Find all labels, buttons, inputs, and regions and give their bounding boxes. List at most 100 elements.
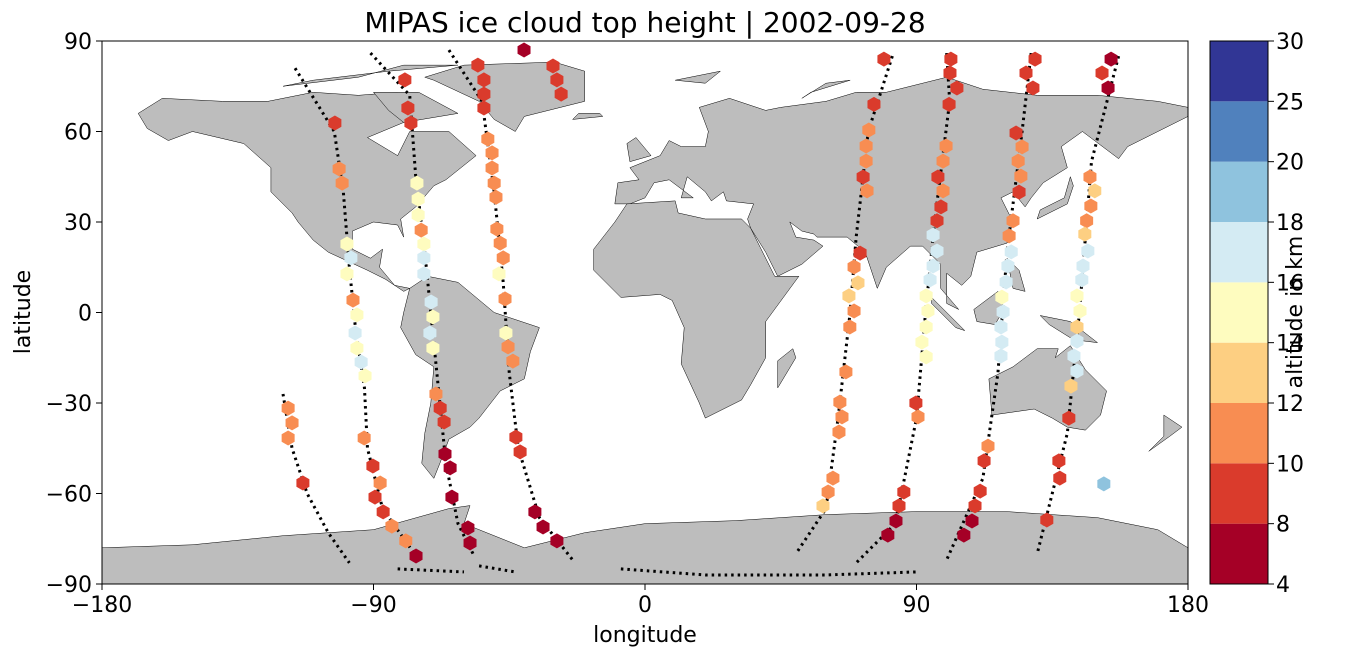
cloud-point: [965, 513, 979, 529]
cloud-point: [821, 484, 835, 500]
cloud-point: [926, 258, 940, 274]
cloud-point: [489, 189, 503, 205]
cloud-point: [909, 395, 923, 411]
cloud-point: [1075, 272, 1089, 288]
colorbar-bin: [1210, 41, 1268, 102]
cloud-point: [493, 235, 507, 251]
colorbar-tick-label: 20: [1276, 151, 1304, 176]
cloud-point: [1083, 169, 1097, 185]
cloud-point: [398, 72, 412, 88]
cloud-point: [348, 325, 362, 341]
cloud-point: [411, 207, 425, 223]
cloud-point: [1026, 80, 1040, 96]
cloud-point: [496, 250, 510, 266]
cloud-point: [509, 429, 523, 445]
y-tick-label: 90: [64, 30, 92, 55]
cloud-point: [517, 42, 531, 58]
cloud-point: [281, 400, 295, 416]
cloud-point: [950, 80, 964, 96]
cloud-point: [1095, 65, 1109, 81]
landmass: [614, 76, 1189, 310]
y-tick-label: −90: [46, 573, 92, 598]
cloud-point: [1067, 348, 1081, 364]
cloud-point: [996, 304, 1010, 320]
cloud-point: [1073, 303, 1087, 319]
colorbar-bin: [1210, 403, 1268, 464]
cloud-point: [1088, 183, 1102, 199]
cloud-point: [414, 222, 428, 238]
y-tick-label: −60: [46, 483, 92, 508]
colorbar-bin: [1210, 523, 1268, 584]
landmass: [1036, 175, 1074, 220]
cloud-point: [485, 160, 499, 176]
cloud-point: [437, 414, 451, 430]
cloud-point: [366, 458, 380, 474]
landmass: [593, 200, 800, 419]
cloud-point: [485, 145, 499, 161]
cloud-point: [994, 319, 1008, 335]
cloud-point: [936, 183, 950, 199]
cloud-point: [354, 354, 368, 370]
y-tick-label: 60: [64, 121, 92, 146]
cloud-point: [919, 288, 933, 304]
cloud-point: [417, 266, 431, 282]
cloud-point: [957, 527, 971, 543]
cloud-point: [847, 303, 861, 319]
cloud-point: [994, 348, 1008, 364]
cloud-point: [1004, 244, 1018, 260]
cloud-point: [399, 533, 413, 549]
cloud-point: [862, 122, 876, 138]
cloud-point: [498, 291, 512, 307]
cloud-point: [528, 504, 542, 520]
cloud-point: [423, 325, 437, 341]
cloud-point: [332, 161, 346, 177]
cloud-point: [373, 475, 387, 491]
cloud-point: [426, 340, 440, 356]
cloud-point: [445, 489, 459, 505]
cloud-point: [1070, 319, 1084, 335]
y-tick-label: −30: [46, 392, 92, 417]
colorbar-bin: [1210, 222, 1268, 283]
cloud-point: [1070, 288, 1084, 304]
cloud-point: [376, 504, 390, 520]
landmass: [626, 137, 652, 162]
cloud-point: [401, 100, 415, 116]
cloud-point: [939, 138, 953, 154]
colorbar-tick-label: 25: [1276, 90, 1304, 115]
cloud-point: [999, 274, 1013, 290]
colorbar-label: altitude in km: [1283, 236, 1308, 389]
cloud-point: [411, 191, 425, 207]
cloud-point: [346, 292, 360, 308]
cloud-point: [919, 349, 933, 365]
cloud-point: [973, 483, 987, 499]
cloud-point: [889, 513, 903, 529]
colorbar-bin: [1210, 161, 1268, 222]
cloud-point: [826, 470, 840, 486]
cloud-point: [410, 175, 424, 191]
cloud-point: [847, 259, 861, 275]
colorbar-bin: [1210, 463, 1268, 524]
cloud-point: [835, 409, 849, 425]
cloud-point: [546, 58, 560, 74]
cloud-point: [842, 288, 856, 304]
cloud-point: [429, 386, 443, 402]
cloud-point: [492, 266, 506, 282]
colorbar-tick-label: 14: [1276, 332, 1304, 357]
cloud-point: [1084, 198, 1098, 214]
cloud-point: [1019, 65, 1033, 81]
cloud-point: [1012, 184, 1026, 200]
cloud-point: [513, 444, 527, 460]
cloud-point: [554, 86, 568, 102]
cloud-point: [340, 236, 354, 252]
landmass: [801, 79, 851, 99]
colorbar-tick-label: 4: [1276, 573, 1290, 598]
colorbar: 4 8 10 12 14 16 18 20 25 30: [1209, 30, 1304, 598]
cloud-point: [368, 489, 382, 505]
cloud-point: [1011, 153, 1025, 169]
landmass: [1148, 414, 1183, 452]
cloud-point: [409, 548, 423, 564]
cloud-point: [1070, 333, 1084, 349]
colorbar-tick-label: 16: [1276, 271, 1304, 296]
colorbar-bin: [1210, 282, 1268, 343]
cloud-point: [897, 484, 911, 500]
